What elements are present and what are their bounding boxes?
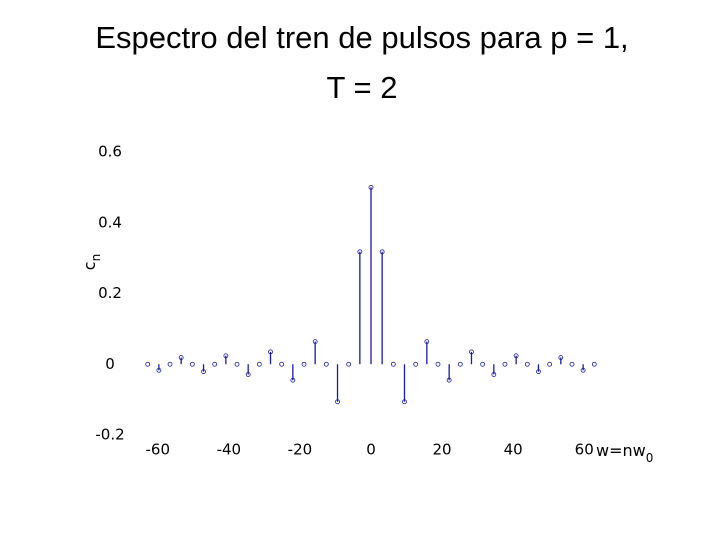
y-tick-label: 0 bbox=[105, 355, 115, 373]
stem-marker bbox=[323, 361, 329, 367]
stem-marker bbox=[457, 361, 463, 367]
stem-marker bbox=[234, 361, 240, 367]
x-tick-label: 40 bbox=[504, 441, 523, 459]
stem-marker bbox=[502, 361, 508, 367]
y-label-sub: n bbox=[89, 254, 103, 262]
stem-marker bbox=[189, 361, 195, 367]
stem-marker bbox=[536, 369, 541, 375]
x-tick-label: -20 bbox=[288, 441, 313, 459]
stem-marker bbox=[547, 361, 553, 367]
stem-marker bbox=[368, 184, 374, 190]
y-tick-label: 0.6 bbox=[98, 143, 122, 161]
stem-marker bbox=[402, 399, 407, 405]
y-label-main: c bbox=[80, 261, 99, 270]
y-tick-label: 0.2 bbox=[98, 284, 122, 302]
stem-marker bbox=[413, 361, 419, 367]
stem-marker bbox=[379, 249, 385, 255]
y-tick-label: 0.4 bbox=[98, 213, 122, 231]
stem-marker bbox=[513, 353, 519, 359]
x-tick-label: 60 bbox=[575, 441, 594, 459]
stem-marker bbox=[524, 361, 530, 367]
y-axis-label: cn bbox=[80, 254, 103, 270]
stem-marker bbox=[212, 361, 218, 367]
stem-marker bbox=[591, 361, 597, 367]
stem-marker bbox=[335, 399, 340, 405]
stem-marker bbox=[480, 361, 486, 367]
stem-marker bbox=[268, 349, 273, 355]
stem-marker bbox=[435, 361, 441, 367]
stem-marker bbox=[256, 361, 262, 367]
x-label-main: w=nw bbox=[596, 441, 646, 460]
stem-marker bbox=[156, 367, 162, 373]
stem-marker bbox=[290, 377, 296, 383]
stem-marker bbox=[279, 361, 285, 367]
title-line: T = 2 bbox=[327, 70, 398, 105]
stem-marker bbox=[424, 339, 430, 345]
stem-marker bbox=[201, 369, 206, 375]
stem-marker bbox=[357, 249, 363, 255]
stem-marker bbox=[145, 361, 151, 367]
x-tick-label: -60 bbox=[146, 441, 171, 459]
stem-marker bbox=[558, 355, 564, 360]
stem-marker bbox=[390, 361, 396, 367]
stem-marker bbox=[491, 372, 497, 377]
x-tick-label: 0 bbox=[366, 441, 376, 459]
x-label-sub: 0 bbox=[646, 451, 654, 465]
stem-marker bbox=[346, 361, 352, 367]
stem-marker bbox=[301, 361, 307, 367]
stem-marker bbox=[446, 377, 452, 383]
title-line: Espectro del tren de pulsos para p = 1, bbox=[95, 20, 628, 55]
stem-marker bbox=[167, 361, 173, 367]
stem-marker bbox=[245, 372, 251, 377]
stem-marker bbox=[223, 353, 229, 359]
stem-marker bbox=[312, 339, 318, 345]
stem-marker bbox=[178, 355, 184, 360]
stem-marker bbox=[569, 361, 575, 367]
x-tick-label: 20 bbox=[433, 441, 452, 459]
stem-marker bbox=[580, 367, 586, 373]
y-tick-label: -0.2 bbox=[95, 426, 124, 444]
stem-marker bbox=[469, 349, 474, 355]
x-axis-label: w=nw0 bbox=[596, 441, 653, 465]
x-tick-label: -40 bbox=[217, 441, 242, 459]
